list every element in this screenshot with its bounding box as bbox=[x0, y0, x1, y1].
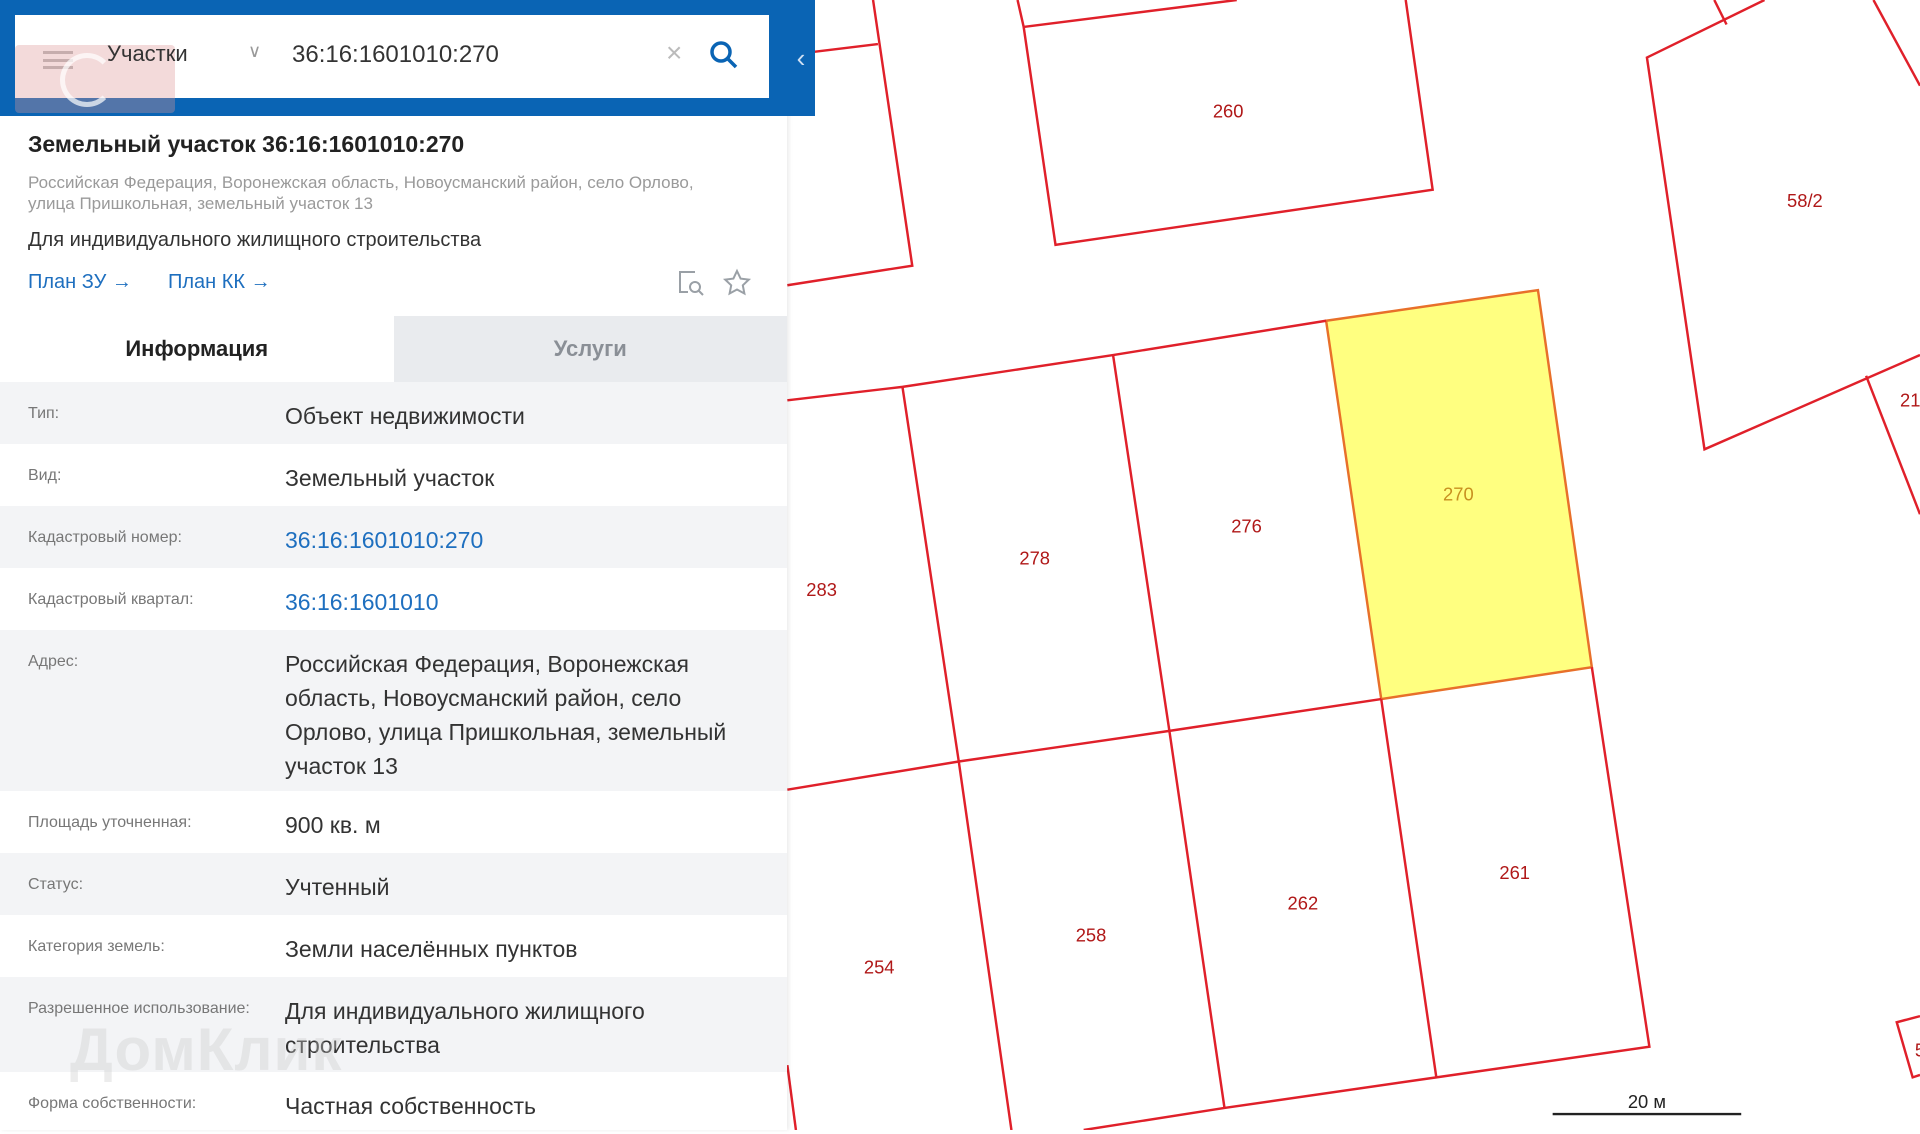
row-label: Кадастровый номер: bbox=[28, 529, 182, 546]
parcel-label: 278 bbox=[1019, 547, 1050, 568]
parcel-label: 5 bbox=[1915, 1040, 1920, 1061]
row-value: 900 кв. м bbox=[285, 812, 381, 838]
transfert-watermark-logo bbox=[15, 45, 175, 113]
info-table: Тип: Объект недвижимости Вид: Земельный уч… bbox=[0, 382, 787, 1134]
star-icon[interactable] bbox=[722, 268, 752, 298]
parcel-boundary bbox=[787, 0, 914, 287]
parcel-boundary bbox=[1872, 0, 1920, 87]
parcel-boundary bbox=[1022, 0, 1435, 247]
info-row-cadastral-quarter: Кадастровый квартал: 36:16:1601010 bbox=[0, 568, 787, 630]
info-row-cadastral-number: Кадастровый номер: 36:16:1601010:270 bbox=[0, 506, 787, 568]
clear-icon[interactable]: × bbox=[666, 37, 683, 68]
parcel-label: 254 bbox=[864, 956, 895, 977]
chevron-down-icon[interactable]: ∨ bbox=[248, 41, 262, 61]
search-icon[interactable] bbox=[708, 39, 740, 71]
collapse-panel-button[interactable]: ‹ bbox=[796, 42, 806, 73]
parcel-boundary bbox=[1713, 0, 1728, 26]
parcel-address: Российская Федерация, Воронежская област… bbox=[28, 173, 694, 213]
cadastral-quarter-link[interactable]: 36:16:1601010 bbox=[285, 589, 439, 615]
layer-select[interactable]: Участки bbox=[107, 41, 188, 66]
row-value: Земли населённых пунктов bbox=[285, 936, 578, 962]
tab-services[interactable]: Услуги bbox=[393, 316, 787, 382]
row-value: Учтенный bbox=[285, 874, 390, 900]
parcel-title: Земельный участок 36:16:1601010:270 bbox=[28, 131, 465, 157]
parcel-boundary bbox=[786, 1064, 798, 1130]
row-value: Для индивидуального жилищного строительс… bbox=[285, 998, 645, 1058]
row-label: Тип: bbox=[28, 405, 60, 422]
parcel-boundary bbox=[787, 319, 1327, 402]
parcel-label: 262 bbox=[1288, 893, 1319, 914]
row-value: Частная собственность bbox=[285, 1093, 536, 1119]
parcel-boundary bbox=[1016, 0, 1237, 29]
parcel-boundary bbox=[901, 386, 1013, 1130]
row-value: Земельный участок bbox=[285, 465, 495, 491]
parcel-boundary bbox=[1645, 0, 1920, 452]
row-label: Кадастровый квартал: bbox=[28, 591, 194, 608]
info-row-category: Категория земель: Земли населённых пункто… bbox=[0, 915, 787, 977]
row-label: Разрешенное использование: bbox=[28, 1000, 250, 1017]
row-label: Форма собственности: bbox=[28, 1095, 197, 1112]
search-bar: Участки ∨ 36:16:1601010:270 × bbox=[15, 15, 769, 113]
info-row-address: Адрес: Российская Федерация, Воронежская … bbox=[0, 630, 787, 791]
parcel-boundary bbox=[1380, 698, 1438, 1078]
search-header: Участки ∨ 36:16:1601010:270 × ‹ bbox=[0, 0, 815, 116]
info-row-area: Площадь уточненная: 900 кв. м bbox=[0, 791, 787, 853]
parcel-boundary bbox=[1895, 1014, 1920, 1079]
parcel-label: 283 bbox=[806, 579, 837, 600]
parcel-boundary bbox=[1083, 667, 1651, 1130]
info-row-permitted-use: Разрешенное использование: Для индивидуал… bbox=[0, 977, 787, 1072]
info-row-kind: Вид: Земельный участок bbox=[0, 444, 787, 506]
info-row-type: Тип: Объект недвижимости bbox=[0, 382, 787, 444]
parcel-label-selected: 270 bbox=[1443, 484, 1474, 505]
info-row-ownership: Форма собственности: Частная собственност… bbox=[0, 1072, 787, 1134]
menu-icon[interactable] bbox=[43, 51, 73, 69]
tab-info[interactable]: Информация bbox=[0, 316, 394, 382]
parcel-label: 21 bbox=[1900, 389, 1920, 410]
row-label: Площадь уточненная: bbox=[28, 814, 192, 831]
info-panel: Земельный участок 36:16:1601010:270 Росс… bbox=[0, 0, 787, 1130]
row-label: Статус: bbox=[28, 876, 84, 893]
row-value: Объект недвижимости bbox=[285, 403, 525, 429]
parcel-label: 258 bbox=[1076, 924, 1107, 945]
plan-kk-link[interactable]: План КК → bbox=[168, 271, 271, 293]
row-label: Адрес: bbox=[28, 653, 79, 670]
parcel-boundary bbox=[787, 697, 1382, 791]
row-label: Категория земель: bbox=[28, 938, 165, 955]
zoom-to-object-icon[interactable] bbox=[675, 268, 705, 298]
scale-label: 20 м bbox=[1628, 1091, 1666, 1112]
parcel-label: 276 bbox=[1231, 516, 1262, 537]
parcel-boundary bbox=[1864, 375, 1920, 515]
parcel-label: 58/2 bbox=[1787, 190, 1823, 211]
parcel-label: 260 bbox=[1213, 101, 1244, 122]
plan-zu-link[interactable]: План ЗУ → bbox=[28, 271, 132, 293]
parcel-label: 261 bbox=[1499, 862, 1530, 883]
search-input[interactable]: 36:16:1601010:270 bbox=[292, 41, 499, 68]
tab-bar: Информация Услуги bbox=[0, 316, 787, 382]
info-row-status: Статус: Учтенный bbox=[0, 853, 787, 915]
row-value: Российская Федерация, Воронежская област… bbox=[285, 651, 727, 779]
parcel-purpose: Для индивидуального жилищного строительс… bbox=[28, 229, 482, 251]
cadastral-number-link[interactable]: 36:16:1601010:270 bbox=[285, 527, 484, 553]
row-label: Вид: bbox=[28, 467, 62, 484]
